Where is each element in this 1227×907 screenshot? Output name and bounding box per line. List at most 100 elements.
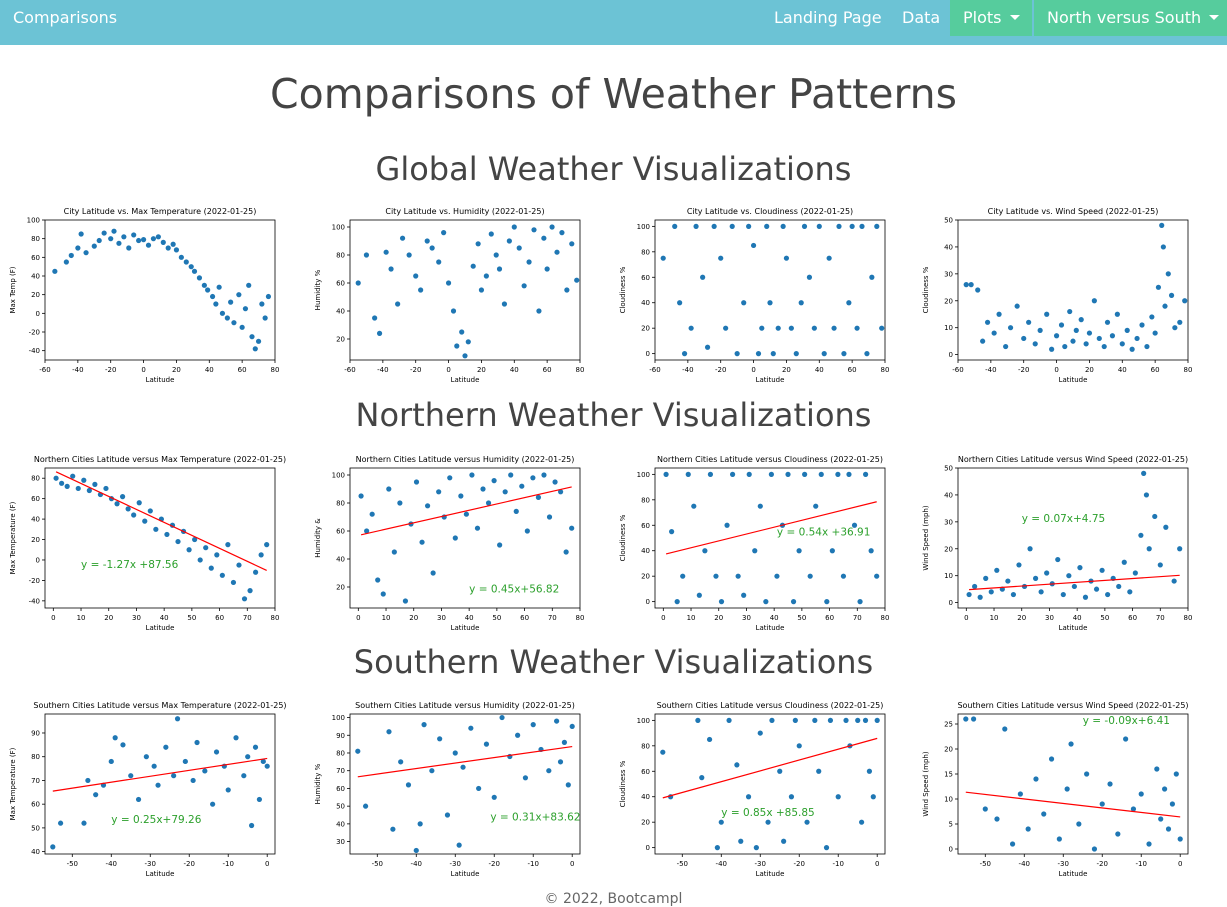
data-point bbox=[767, 300, 773, 306]
data-point bbox=[465, 339, 471, 345]
scatter-plot: City Latitude vs. Cloudiness (2022-01-25… bbox=[615, 204, 915, 392]
data-point bbox=[521, 283, 527, 289]
data-point bbox=[75, 485, 81, 492]
footer: © 2022, Bootcampl bbox=[544, 891, 683, 907]
x-tick-label: 40 bbox=[815, 366, 824, 374]
data-point bbox=[823, 845, 830, 851]
data-point bbox=[178, 254, 184, 260]
x-tick-label: -20 bbox=[1097, 860, 1108, 868]
nav-link-landing-page[interactable]: Landing Page bbox=[774, 8, 882, 27]
data-point bbox=[476, 785, 482, 792]
data-point bbox=[258, 552, 264, 558]
north-versus-south-dropdown[interactable]: North versus South bbox=[1034, 0, 1227, 36]
data-point bbox=[530, 722, 536, 728]
x-tick-label: 80 bbox=[881, 366, 890, 374]
data-point bbox=[1101, 343, 1107, 350]
data-point bbox=[68, 252, 74, 259]
data-point bbox=[963, 282, 969, 288]
x-tick-label: -30 bbox=[450, 860, 461, 868]
data-point bbox=[859, 819, 865, 825]
data-point bbox=[746, 223, 752, 229]
x-tick-label: -20 bbox=[715, 366, 726, 374]
data-point bbox=[1129, 346, 1135, 352]
x-tick-label: 70 bbox=[853, 614, 862, 622]
data-point bbox=[236, 562, 242, 568]
navbar-brand[interactable]: Comparisons bbox=[13, 8, 118, 27]
y-tick-label: 80 bbox=[641, 496, 650, 504]
data-point bbox=[729, 223, 735, 229]
x-tick-label: 40 bbox=[1073, 614, 1082, 622]
y-axis-label: Cloudiness % bbox=[619, 514, 627, 561]
data-point bbox=[413, 479, 420, 485]
x-tick-label: -60 bbox=[649, 366, 660, 374]
data-point bbox=[120, 742, 126, 748]
data-point bbox=[260, 758, 266, 765]
data-point bbox=[1105, 591, 1111, 598]
data-point bbox=[854, 325, 860, 331]
section-heading-northern: Northern Weather Visualizations bbox=[355, 396, 872, 434]
x-tick-label: 20 bbox=[1085, 366, 1094, 374]
north-versus-south-dropdown-label: North versus South bbox=[1047, 8, 1202, 27]
regression-line bbox=[55, 471, 267, 571]
x-axis-label: Latitude bbox=[756, 376, 785, 384]
data-point bbox=[483, 273, 489, 279]
data-point bbox=[757, 503, 763, 509]
data-point bbox=[790, 599, 797, 605]
data-point bbox=[1144, 343, 1150, 350]
data-point bbox=[52, 268, 58, 274]
x-axis-label: Latitude bbox=[756, 624, 785, 632]
data-point bbox=[242, 306, 249, 312]
data-point bbox=[131, 512, 137, 518]
data-point bbox=[1149, 314, 1155, 320]
regression-line bbox=[357, 745, 573, 778]
data-point bbox=[1168, 292, 1175, 298]
y-tick-label: 40 bbox=[944, 491, 953, 499]
data-point bbox=[111, 228, 117, 234]
data-point bbox=[1177, 319, 1183, 325]
data-point bbox=[846, 471, 852, 477]
data-point bbox=[241, 596, 248, 602]
nav-link-data[interactable]: Data bbox=[902, 8, 941, 27]
plot-area bbox=[654, 467, 886, 609]
plots-dropdown[interactable]: Plots bbox=[950, 0, 1032, 36]
data-point bbox=[81, 820, 87, 826]
scatter-plot: City Latitude vs. Max Temperature (2022-… bbox=[5, 204, 305, 392]
x-tick-label: -40 bbox=[985, 366, 996, 374]
data-point bbox=[252, 346, 258, 352]
data-point bbox=[493, 252, 499, 258]
data-point bbox=[1171, 578, 1177, 584]
x-tick-label: 50 bbox=[1100, 614, 1109, 622]
x-tick-label: 30 bbox=[437, 614, 446, 622]
chart-title: City Latitude vs. Humidity (2022-01-25) bbox=[385, 207, 544, 216]
data-point bbox=[1003, 343, 1009, 350]
x-tick-label: 20 bbox=[409, 614, 418, 622]
y-tick-label: 100 bbox=[637, 471, 650, 479]
data-point bbox=[413, 273, 419, 279]
data-point bbox=[225, 542, 231, 548]
data-point bbox=[151, 763, 157, 769]
data-point bbox=[75, 245, 81, 251]
data-point bbox=[688, 325, 694, 331]
data-point bbox=[724, 522, 730, 528]
chart-title: Southern Cities Latitude versus Wind Spe… bbox=[957, 701, 1188, 710]
data-point bbox=[1099, 801, 1105, 807]
data-point bbox=[777, 768, 783, 774]
data-point bbox=[1014, 303, 1020, 309]
data-point bbox=[511, 224, 517, 230]
y-tick-label: 10 bbox=[944, 572, 953, 580]
data-point bbox=[536, 308, 542, 314]
y-tick-label: 20 bbox=[336, 336, 345, 344]
data-point bbox=[554, 718, 560, 724]
y-tick-label: 20 bbox=[336, 584, 345, 592]
data-point bbox=[681, 351, 688, 357]
data-point bbox=[50, 844, 56, 850]
data-point bbox=[121, 234, 127, 240]
data-point bbox=[1169, 801, 1176, 807]
x-tick-label: -20 bbox=[184, 860, 195, 868]
data-point bbox=[770, 351, 776, 357]
data-point bbox=[1082, 594, 1089, 600]
data-point bbox=[363, 252, 370, 258]
y-tick-label: 60 bbox=[336, 785, 345, 793]
y-tick-label: 40 bbox=[31, 516, 40, 524]
x-tick-label: 0 bbox=[1054, 366, 1058, 374]
